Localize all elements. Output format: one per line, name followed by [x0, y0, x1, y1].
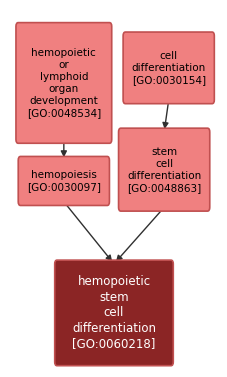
FancyBboxPatch shape — [54, 260, 173, 366]
Text: stem
cell
differentiation
[GO:0048863]: stem cell differentiation [GO:0048863] — [126, 147, 200, 193]
FancyBboxPatch shape — [118, 128, 209, 211]
Text: hemopoietic
stem
cell
differentiation
[GO:0060218]: hemopoietic stem cell differentiation [G… — [72, 276, 155, 350]
FancyBboxPatch shape — [18, 156, 109, 205]
FancyBboxPatch shape — [123, 32, 213, 104]
Text: hemopoietic
or
lymphoid
organ
development
[GO:0048534]: hemopoietic or lymphoid organ developmen… — [27, 48, 101, 118]
Text: cell
differentiation
[GO:0030154]: cell differentiation [GO:0030154] — [131, 51, 205, 85]
FancyBboxPatch shape — [16, 23, 111, 143]
Text: hemopoiesis
[GO:0030097]: hemopoiesis [GO:0030097] — [27, 170, 100, 192]
